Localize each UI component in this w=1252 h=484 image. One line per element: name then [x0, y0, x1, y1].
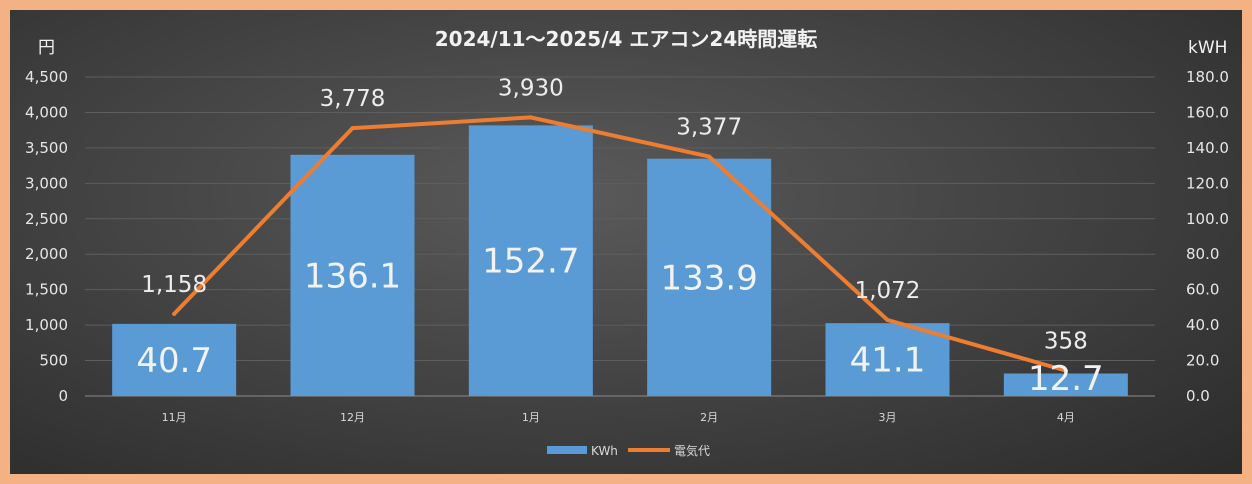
right-tick-label: 80.0	[1186, 245, 1219, 263]
combo-chart: 40.7 136.1 152.7 133.9 41.1 12.7 1,158 3,778 3,9…	[25, 27, 1229, 458]
left-axis-unit: 円	[38, 38, 55, 58]
right-tick-label: 20.0	[1186, 352, 1219, 370]
bar	[112, 323, 237, 396]
bar	[290, 154, 415, 396]
left-tick-label: 0	[58, 387, 68, 405]
left-tick-label: 3,000	[25, 174, 68, 192]
left-tick-label: 4,000	[25, 103, 68, 121]
line-point	[172, 311, 177, 316]
bar-value-label: 136.1	[304, 256, 401, 296]
line-point	[528, 115, 533, 120]
bar-value-label: 40.7	[136, 341, 212, 381]
right-tick-label: 40.0	[1186, 316, 1219, 334]
line-point	[707, 154, 712, 159]
legend-label-kwh: KWh	[591, 444, 618, 458]
line-series	[172, 115, 1068, 373]
legend-swatch-bar	[547, 446, 587, 454]
bar-value-label: 133.9	[660, 258, 757, 298]
chart-title: 2024/11～2025/4 エアコン24時間運転	[435, 27, 817, 51]
x-tick-label: 1月	[522, 411, 540, 424]
legend: KWh 電気代	[547, 443, 710, 458]
left-tick-label: 500	[39, 352, 68, 370]
x-tick-label: 11月	[162, 411, 187, 424]
x-tick-label: 4月	[1057, 411, 1075, 424]
left-tick-label: 1,500	[25, 281, 68, 299]
chart-frame: 40.7 136.1 152.7 133.9 41.1 12.7 1,158 3,778 3,9…	[10, 10, 1242, 474]
data-labels: 40.7 136.1 152.7 133.9 41.1 12.7 1,158 3,778 3,9…	[136, 75, 1103, 399]
left-tick-label: 4,500	[25, 68, 68, 86]
x-tick-label: 3月	[879, 411, 897, 424]
line-point	[1063, 368, 1068, 373]
gridlines	[85, 76, 1155, 397]
line-value-label: 3,778	[320, 86, 386, 112]
left-tick-label: 3,500	[25, 139, 68, 157]
line-point	[885, 318, 890, 323]
bar-value-label: 152.7	[482, 242, 579, 282]
right-tick-label: 100.0	[1186, 210, 1229, 228]
right-tick-label: 120.0	[1186, 174, 1229, 192]
line-value-label: 358	[1044, 329, 1088, 355]
line-point	[350, 126, 355, 131]
right-tick-label: 140.0	[1186, 139, 1229, 157]
x-tick-label: 2月	[700, 411, 718, 424]
left-tick-label: 1,000	[25, 316, 68, 334]
bar-value-label: 41.1	[850, 341, 926, 381]
x-tick-label: 12月	[340, 411, 365, 424]
right-tick-label: 180.0	[1186, 68, 1229, 86]
right-axis-unit: kWH	[1188, 38, 1227, 58]
bar	[1003, 373, 1128, 396]
legend-label-cost: 電気代	[674, 443, 710, 458]
left-tick-label: 2,000	[25, 245, 68, 263]
line-value-label: 3,377	[676, 115, 742, 141]
line-value-label: 1,158	[141, 272, 207, 298]
line-path	[172, 115, 1068, 373]
right-tick-label: 160.0	[1186, 103, 1229, 121]
bar-value-label: 12.7	[1028, 359, 1104, 399]
bar	[825, 323, 950, 396]
bar	[468, 125, 593, 397]
bar	[647, 158, 772, 396]
axes: 0 500 1,000 1,500 2,000 2,500 3,000 3,500 4,000 4…	[25, 68, 1229, 424]
right-tick-label: 60.0	[1186, 281, 1219, 299]
right-tick-label: 0.0	[1186, 387, 1210, 405]
left-tick-label: 2,500	[25, 210, 68, 228]
bar-series	[112, 125, 1128, 397]
line-value-label: 1,072	[855, 278, 921, 304]
line-value-label: 3,930	[498, 75, 564, 101]
